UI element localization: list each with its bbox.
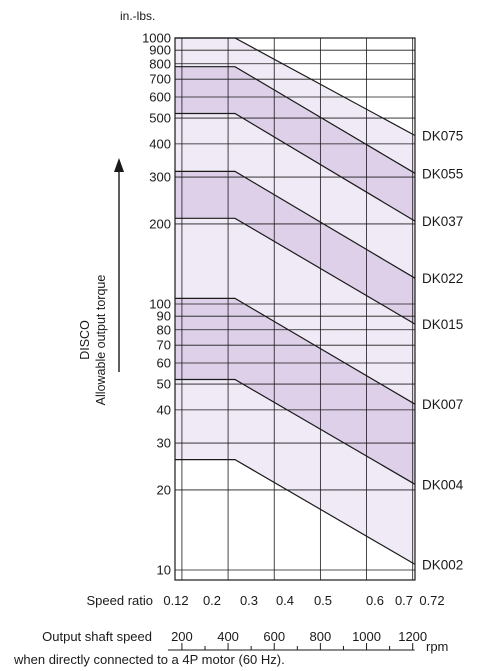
speed-tick-400: 400 <box>217 629 239 644</box>
y-tick-50: 50 <box>157 377 171 392</box>
rpm-unit: rpm <box>426 639 448 654</box>
ratio-tick-0.2: 0.2 <box>203 593 221 608</box>
y-axis-arrow-head <box>114 158 124 172</box>
band-DK037-DK022 <box>175 113 415 279</box>
y-tick-600: 600 <box>149 90 171 105</box>
chart-labels: DK075 DK055 DK037 DK022 DK015 DK007 DK004 DK002… <box>142 31 464 651</box>
series-label-DK002: DK002 <box>422 557 463 572</box>
torque-lines <box>175 37 416 565</box>
series-label-DK075: DK075 <box>422 128 463 143</box>
ratio-tick-0.7: 0.7 <box>395 593 413 608</box>
band-DK022-DK015 <box>175 171 415 325</box>
y-tick-700: 700 <box>149 72 171 87</box>
line-DK002 <box>175 459 416 565</box>
band-DK015-DK007 <box>175 218 415 405</box>
y-unit-label: in.-lbs. <box>120 9 155 23</box>
band-DK075-DK055 <box>175 38 415 174</box>
series-label-DK015: DK015 <box>422 317 463 332</box>
y-tick-10: 10 <box>157 563 171 578</box>
speed-tick-1000: 1000 <box>352 629 381 644</box>
y-axis-title-line2: Allowable output torque <box>94 275 108 406</box>
y-tick-60: 60 <box>157 356 171 371</box>
plot-frame <box>174 37 416 581</box>
y-tick-200: 200 <box>149 216 171 231</box>
series-label-DK022: DK022 <box>422 271 463 286</box>
series-label-DK007: DK007 <box>422 397 463 412</box>
y-tick-900: 900 <box>149 43 171 58</box>
line-DK004 <box>175 378 416 485</box>
ratio-tick-0.12: 0.12 <box>163 593 188 608</box>
line-DK075 <box>175 37 416 137</box>
ratio-tick-0.6: 0.6 <box>366 593 384 608</box>
line-DK037 <box>175 112 416 222</box>
y-tick-40: 40 <box>157 402 171 417</box>
y-tick-400: 400 <box>149 136 171 151</box>
speed-tick-600: 600 <box>263 629 285 644</box>
y-tick-100: 100 <box>149 297 171 312</box>
speed-tick-1200: 1200 <box>398 629 427 644</box>
ratio-tick-0.72: 0.72 <box>419 593 444 608</box>
y-tick-1000: 1000 <box>142 31 171 46</box>
y-tick-800: 800 <box>149 56 171 71</box>
y-tick-500: 500 <box>149 111 171 126</box>
series-label-DK055: DK055 <box>422 166 463 181</box>
torque-bands <box>175 38 415 580</box>
motor-note: when directly connected to a 4P motor (6… <box>13 652 285 667</box>
y-tick-70: 70 <box>157 338 171 353</box>
output-speed-label: Output shaft speed <box>42 629 152 644</box>
series-label-DK004: DK004 <box>422 477 464 492</box>
speed-tick-200: 200 <box>171 629 193 644</box>
line-DK022 <box>175 170 416 279</box>
band-DK004-DK002 <box>175 379 415 565</box>
line-DK015 <box>175 217 416 325</box>
line-DK007 <box>175 297 416 405</box>
chart-grid <box>174 37 416 581</box>
ratio-tick-0.3: 0.3 <box>240 593 258 608</box>
ratio-tick-0.5: 0.5 <box>314 593 332 608</box>
y-tick-300: 300 <box>149 170 171 185</box>
y-axis-title-line1: DISCO <box>78 320 92 360</box>
y-tick-80: 80 <box>157 322 171 337</box>
speed-tick-800: 800 <box>310 629 332 644</box>
y-tick-30: 30 <box>157 436 171 451</box>
y-tick-90: 90 <box>157 309 171 324</box>
series-label-DK037: DK037 <box>422 214 463 229</box>
ratio-tick-0.4: 0.4 <box>276 593 294 608</box>
line-DK055 <box>175 66 416 174</box>
speed-ratio-label: Speed ratio <box>87 593 154 608</box>
y-axis-title: DISCO Allowable output torque <box>78 275 108 406</box>
y-tick-20: 20 <box>157 482 171 497</box>
